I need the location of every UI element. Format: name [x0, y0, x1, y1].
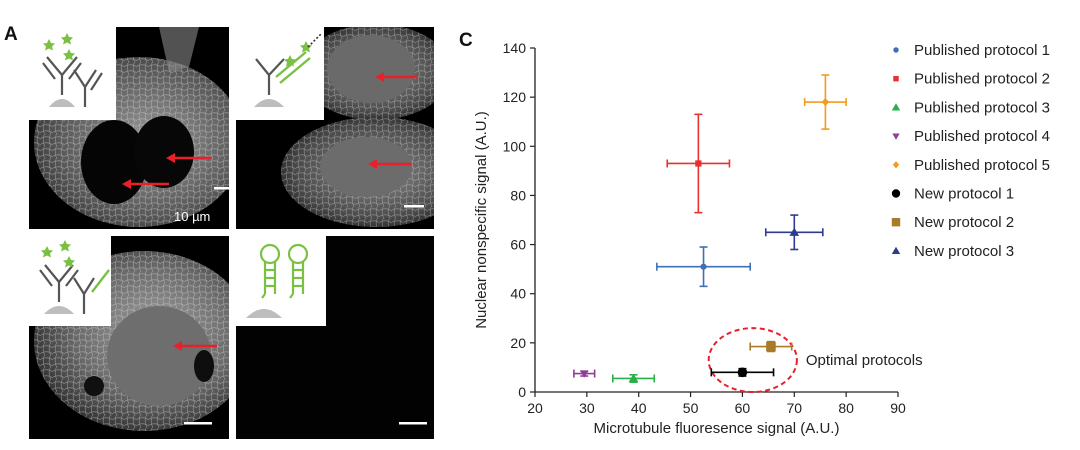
data-point-marker	[737, 367, 748, 378]
series-point-7	[764, 214, 824, 251]
x-tick-label: 80	[838, 400, 854, 416]
legend: Published protocol 1 Published protocol 2…	[891, 42, 1050, 260]
axes: 20 30 40 50 60 70 80 90020406080100120140Microt…	[473, 40, 906, 437]
data-point-marker	[580, 370, 589, 378]
legend-marker	[893, 75, 899, 82]
icon-inset-top-left	[29, 27, 116, 120]
panel-label-a: A	[4, 24, 18, 45]
y-tick-label: 40	[510, 286, 526, 302]
arrow-top-right-1	[375, 72, 418, 82]
y-tick-label: 80	[510, 187, 526, 203]
y-axis-title: Nuclear nonspecific signal (A.U.)	[473, 111, 490, 329]
series-point-6	[749, 340, 793, 353]
scale-bar	[214, 187, 229, 190]
data-point-marker	[789, 227, 800, 236]
x-axis-title: Microtubule fluoresence signal (A.U.)	[594, 420, 840, 437]
legend-entry-1: Published protocol 2	[893, 71, 1050, 88]
legend-label: Published protocol 5	[914, 157, 1050, 174]
micrograph-top-left: 10 µm	[29, 27, 229, 229]
legend-marker	[892, 133, 900, 140]
annotation-label: Optimal protocols	[806, 352, 923, 369]
series-point-3	[573, 369, 596, 378]
legend-marker	[892, 161, 900, 169]
annotations: Optimal protocols	[707, 327, 923, 393]
scale-bar	[399, 422, 427, 425]
micrograph-bottom-left	[29, 236, 229, 439]
scatter-chart: 20 30 40 50 60 70 80 90 0 20 40 60 80 100 120 140 Microt…	[470, 30, 1080, 450]
legend-label: Published protocol 1	[914, 42, 1050, 59]
y-tick-label: 140	[503, 40, 527, 56]
labeled-antibody-probe-icon	[254, 32, 323, 107]
x-tick-label: 30	[579, 400, 595, 416]
icon-inset-bottom-left	[29, 236, 111, 326]
series-point-0	[656, 246, 752, 288]
icon-inset-top-right	[236, 27, 324, 120]
scale-bar-label: 10 µm	[174, 209, 210, 224]
arrow-bottom-left	[173, 341, 217, 351]
legend-label: Published protocol 2	[914, 71, 1050, 88]
data-point-marker	[628, 373, 639, 383]
legend-label: New protocol 3	[914, 243, 1014, 260]
legend-label: New protocol 1	[914, 186, 1014, 203]
legend-marker	[891, 246, 901, 255]
legend-marker	[891, 218, 901, 227]
legend-entry-5: New protocol 1	[891, 186, 1014, 203]
scale-bar	[404, 205, 424, 208]
data-points	[573, 74, 847, 383]
micrograph-top-right	[236, 27, 434, 229]
legend-label: Published protocol 3	[914, 99, 1050, 116]
legend-marker	[891, 103, 901, 111]
y-tick-label: 60	[510, 237, 526, 253]
arrow-top-left-2	[122, 179, 169, 189]
legend-entry-0: Published protocol 1	[893, 42, 1050, 59]
data-point-marker	[700, 263, 707, 270]
y-tick-label: 20	[510, 335, 526, 351]
arrow-top-left-1	[166, 153, 211, 163]
series-point-2	[611, 373, 656, 383]
x-tick-label: 20	[527, 400, 543, 416]
panel-label-c: C	[459, 30, 473, 51]
legend-entry-7: New protocol 3	[891, 243, 1014, 260]
legend-marker	[891, 189, 901, 198]
optimal-protocols-ellipse	[707, 327, 798, 393]
scale-bar	[184, 422, 212, 425]
two-antibody-stack-icon	[42, 33, 103, 107]
data-point-marker	[695, 160, 702, 167]
scatter-chart-svg: 20 30 40 50 60 70 80 90020406080100120140Microt…	[473, 40, 1050, 437]
icon-inset-bottom-right	[236, 236, 326, 326]
x-tick-label: 70	[786, 400, 802, 416]
legend-marker	[893, 47, 899, 53]
legend-entry-4: Published protocol 5	[892, 157, 1050, 174]
x-tick-label: 90	[890, 400, 906, 416]
legend-entry-3: Published protocol 4	[892, 128, 1050, 145]
y-tick-label: 0	[518, 384, 526, 400]
series-point-5	[710, 367, 775, 378]
legend-label: Published protocol 4	[914, 128, 1050, 145]
series-point-1	[666, 113, 731, 214]
hairpin-probe-icon	[246, 243, 309, 318]
y-tick-label: 100	[503, 138, 527, 154]
x-tick-label: 50	[683, 400, 699, 416]
legend-entry-6: New protocol 2	[891, 214, 1014, 231]
data-point-marker	[766, 341, 776, 352]
micrograph-bottom-right	[236, 236, 434, 439]
y-tick-label: 120	[503, 89, 527, 105]
legend-entry-2: Published protocol 3	[891, 99, 1050, 116]
x-tick-label: 60	[735, 400, 751, 416]
data-point-marker	[821, 97, 829, 107]
antibody-with-green-tag-icon	[39, 240, 110, 314]
legend-label: New protocol 2	[914, 214, 1014, 231]
arrow-top-right-2	[368, 159, 411, 169]
x-tick-label: 40	[631, 400, 647, 416]
series-point-4	[803, 74, 847, 130]
